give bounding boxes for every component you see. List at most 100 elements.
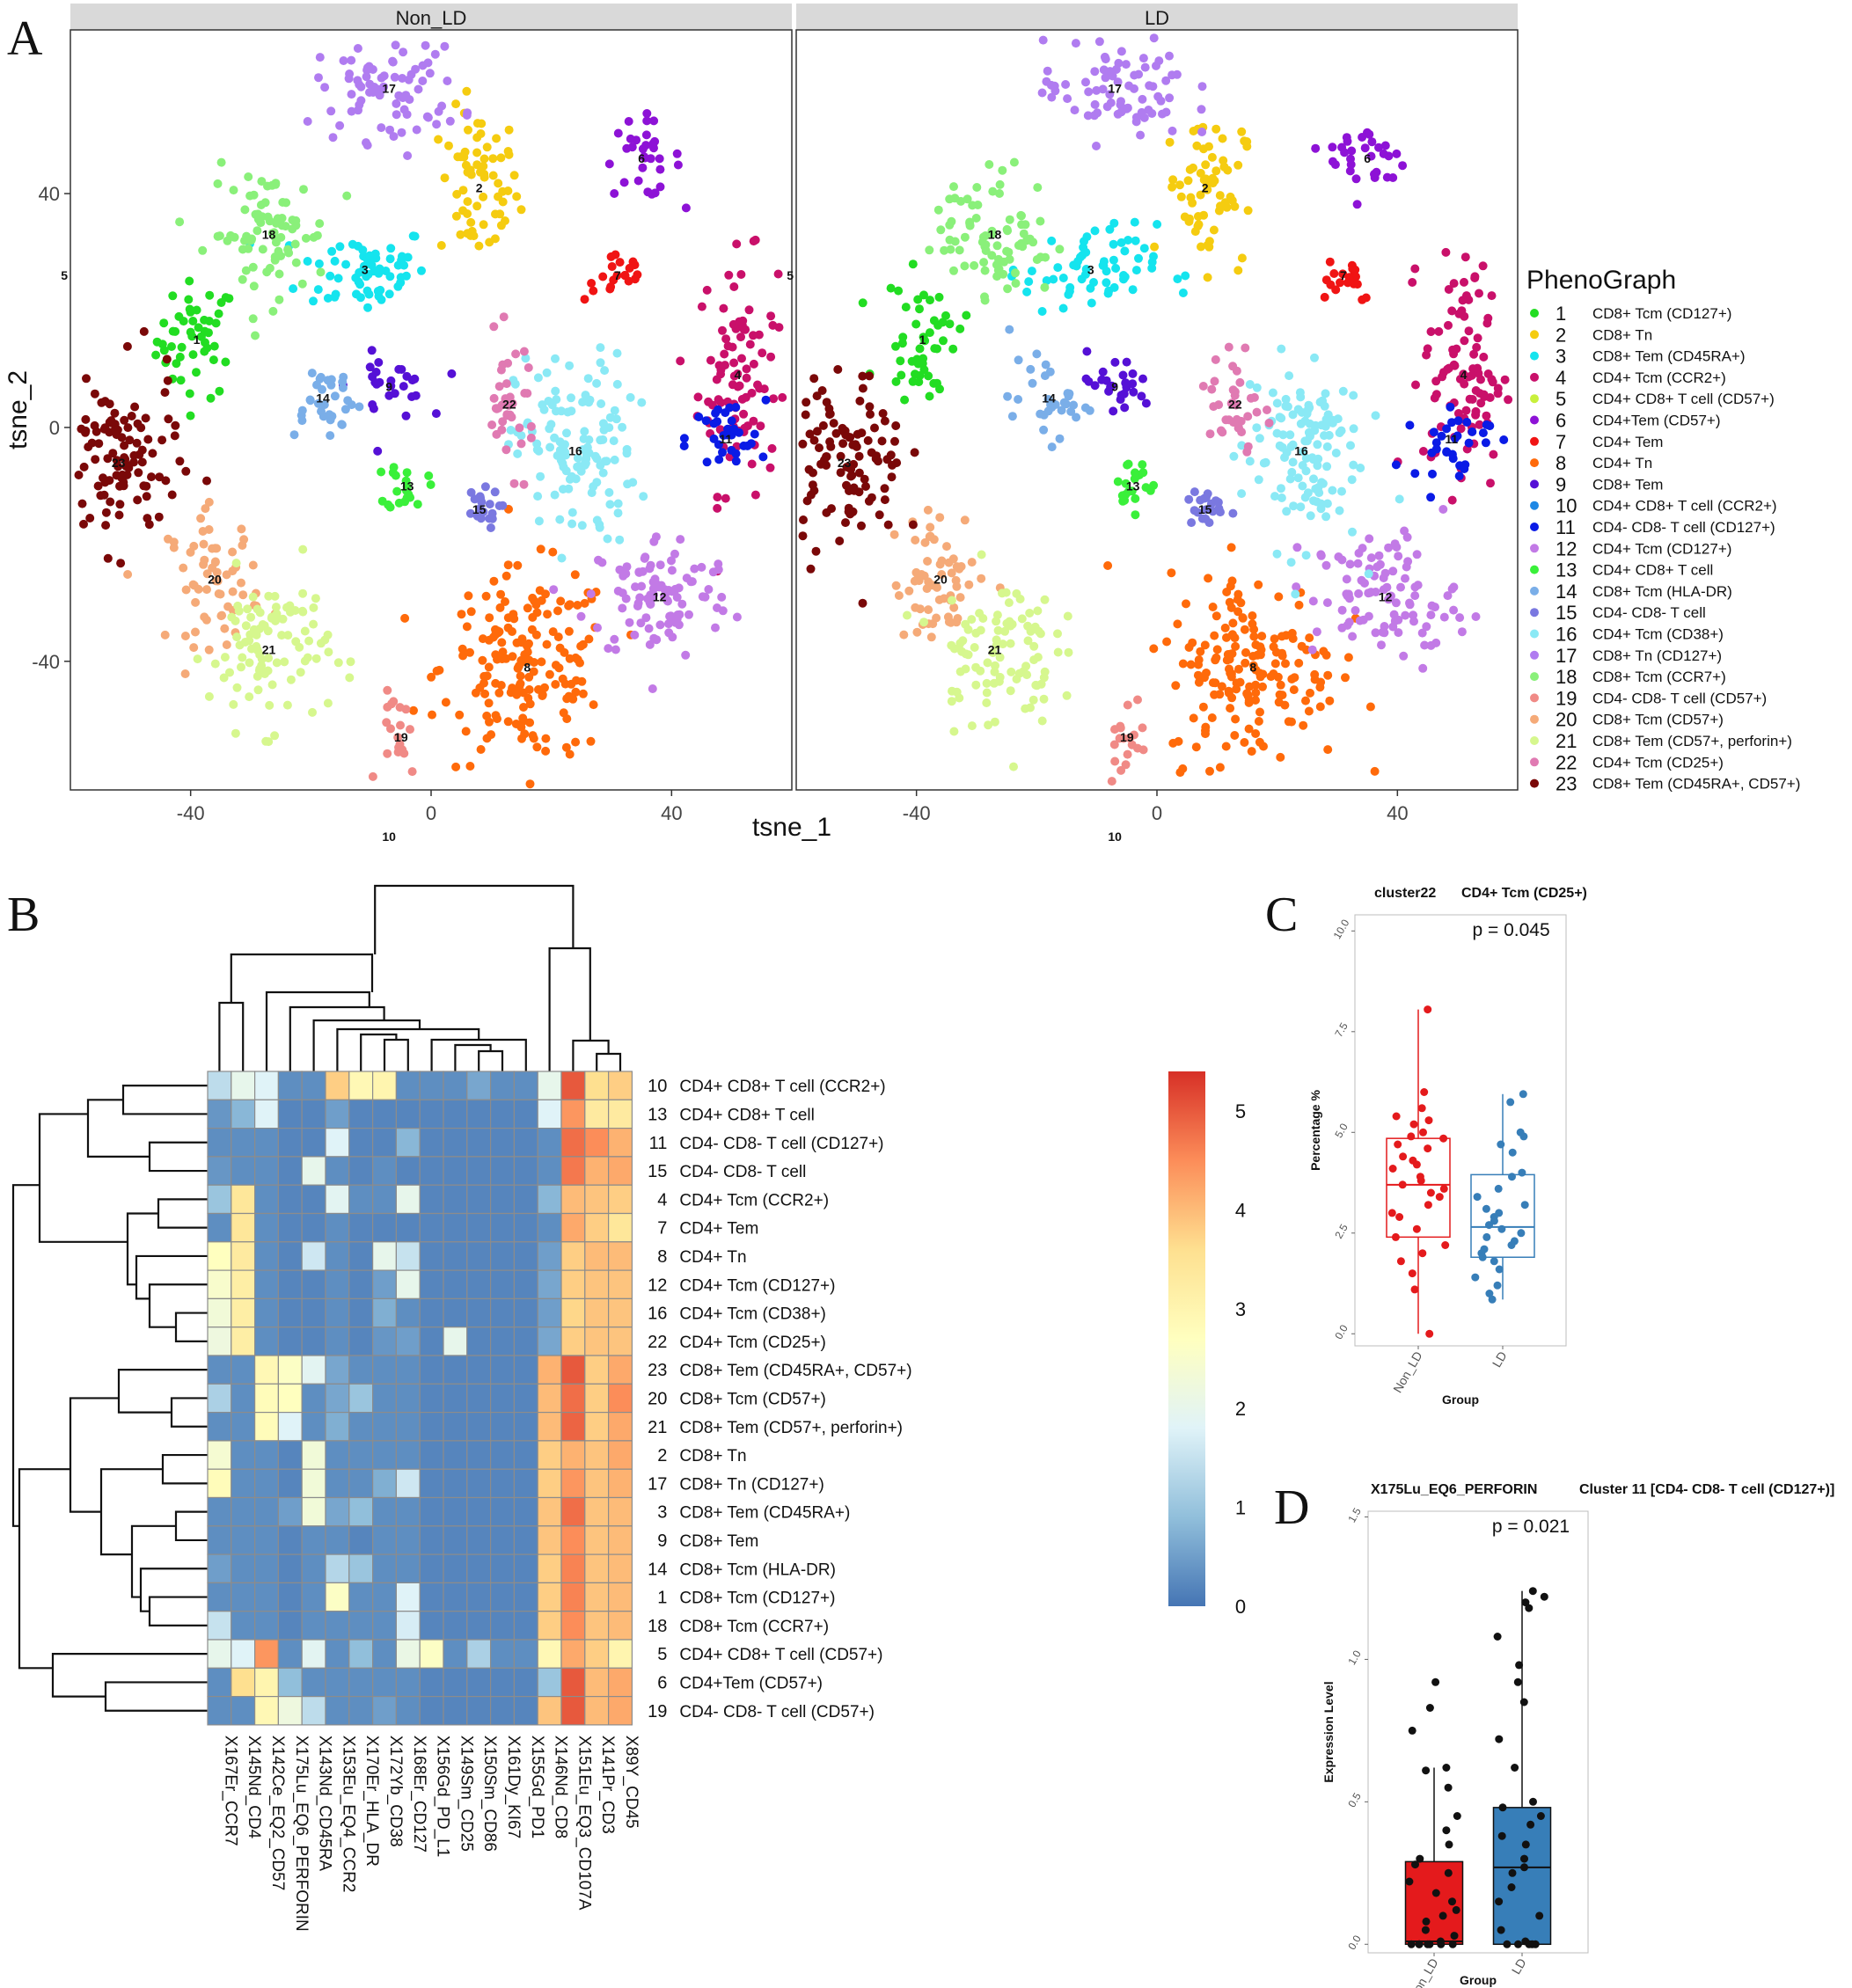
cell-point: [1234, 423, 1243, 433]
cell-point: [758, 348, 767, 358]
heatmap-cell: [513, 1667, 538, 1698]
heatmap-cell: [395, 1639, 421, 1669]
heatmap-cell: [466, 1212, 492, 1243]
cell-point: [508, 398, 517, 408]
cell-point: [960, 261, 970, 271]
data-point: [1416, 1854, 1424, 1863]
cell-point: [186, 327, 195, 337]
cell-point: [120, 441, 129, 450]
cell-point: [1348, 527, 1357, 537]
heatmap-cell: [231, 1411, 256, 1442]
cell-point: [1394, 552, 1403, 561]
cell-point: [490, 487, 500, 497]
heatmap-cell: [466, 1639, 492, 1669]
cell-point: [524, 685, 534, 694]
heatmap-cell: [254, 1099, 280, 1129]
cell-point: [1128, 379, 1138, 389]
cell-point: [458, 644, 467, 654]
cell-point: [1310, 669, 1320, 679]
cell-point: [245, 658, 254, 668]
cell-point: [401, 411, 411, 420]
heatmap-cell: [513, 1411, 538, 1442]
cell-point: [1104, 286, 1114, 296]
cell-point: [956, 196, 966, 206]
cell-point: [1110, 357, 1120, 367]
cell-point: [911, 319, 921, 329]
cell-point: [646, 154, 655, 164]
heatmap-cell: [513, 1156, 538, 1186]
cell-point: [656, 581, 666, 590]
heatmap-row-id: 17: [648, 1474, 667, 1494]
cell-point: [1217, 682, 1226, 691]
legend-cluster-id: 4: [1556, 367, 1566, 389]
heatmap-cell: [325, 1611, 350, 1641]
cell-point: [914, 576, 924, 586]
heatmap-cell: [207, 1440, 232, 1470]
heatmap-cell: [207, 1156, 232, 1186]
cell-point: [312, 230, 322, 240]
cell-point: [1374, 551, 1384, 560]
cell-point: [478, 655, 487, 665]
dendro-branch: [148, 1596, 208, 1626]
cell-point: [728, 380, 737, 390]
data-point: [1424, 1005, 1432, 1014]
cell-point: [836, 451, 845, 461]
cell-point: [233, 601, 243, 610]
cell-point: [523, 389, 532, 398]
cell-point: [1173, 274, 1182, 284]
cell-point: [945, 220, 955, 230]
cell-point: [515, 423, 524, 433]
heatmap-cell: [372, 1695, 398, 1726]
cell-point: [718, 325, 727, 335]
heatmap-cell: [348, 1184, 374, 1215]
cell-point: [189, 581, 199, 590]
row-dendrogram: [11, 1085, 208, 1712]
cell-point: [290, 606, 300, 615]
cell-point: [1475, 420, 1484, 429]
y-tick-label: 5.0: [1332, 1121, 1351, 1140]
cell-point: [589, 482, 598, 492]
cell-point: [222, 640, 231, 649]
cell-point: [278, 614, 288, 624]
dendro-branch: [86, 1099, 150, 1158]
cell-point: [498, 197, 508, 207]
cell-point: [1116, 721, 1125, 731]
cell-point: [1148, 82, 1158, 91]
cell-point: [866, 410, 875, 419]
cell-point: [1121, 60, 1131, 69]
cell-point: [237, 524, 246, 534]
cell-point: [968, 201, 977, 210]
cell-point: [246, 612, 256, 622]
cell-point: [1102, 267, 1111, 276]
heatmap-cell: [584, 1099, 610, 1129]
cell-point: [249, 625, 259, 634]
cell-point: [622, 562, 632, 572]
cell-point: [241, 621, 251, 631]
cell-point: [160, 388, 170, 398]
heatmap-cell: [372, 1553, 398, 1583]
cell-point: [1345, 559, 1355, 569]
cell-point: [580, 427, 589, 436]
cell-point: [655, 560, 665, 570]
cell-point: [487, 514, 497, 523]
cluster-legend: 1 CD8+ Tcm (CD127+)2 CD8+ Tn3 CD8+ Tem (CD4…: [1530, 303, 1800, 795]
cell-point: [539, 405, 549, 414]
heatmap-cell: [372, 1212, 398, 1243]
cell-point: [1121, 378, 1131, 388]
cell-point: [92, 427, 101, 436]
cluster-number-label: 13: [400, 479, 414, 493]
cluster-18-points: [925, 157, 1065, 305]
cell-point: [371, 368, 381, 376]
legend-cluster-id: 15: [1556, 602, 1577, 624]
cell-point: [1022, 670, 1032, 680]
cell-point: [1090, 67, 1100, 77]
cell-point: [638, 566, 648, 576]
cell-point: [1243, 412, 1253, 421]
cell-point: [731, 449, 741, 458]
cell-point: [1141, 398, 1151, 408]
cell-point: [702, 457, 712, 467]
heatmap-cell: [584, 1355, 610, 1385]
cell-point: [235, 640, 245, 650]
cell-point: [1025, 234, 1035, 244]
cell-point: [263, 181, 272, 191]
